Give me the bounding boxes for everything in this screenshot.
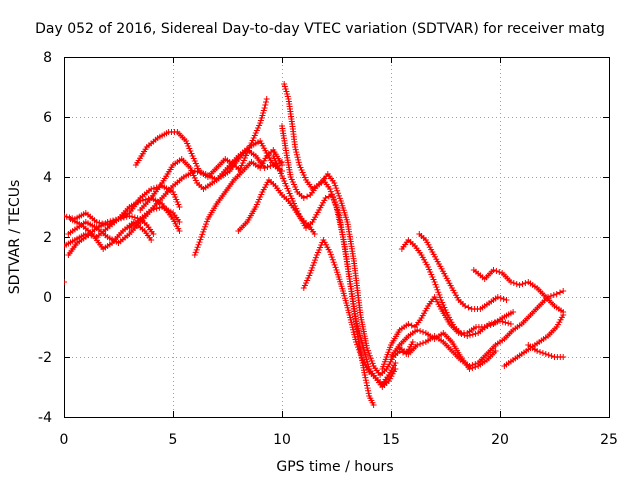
series-arc-15: [300, 237, 399, 390]
series-arc-19: [398, 237, 517, 336]
x-axis-tick-labels: 0 5 10 15 20 25: [60, 432, 618, 448]
y-axis-label: SDTVAR / TECUs: [7, 180, 23, 295]
series-arc-18: [388, 327, 499, 372]
series-arc-10: [237, 96, 270, 171]
data-series: [64, 81, 567, 408]
series-markers: [300, 237, 399, 390]
axis-ticks: [64, 57, 610, 418]
series-arc-14: [270, 153, 377, 408]
y-axis-tick-labels: -4 -2 0 2 4 6 8: [38, 50, 52, 426]
series-markers: [237, 96, 270, 171]
x-axis-label: GPS time / hours: [276, 459, 393, 475]
series-arc-16: [379, 294, 514, 372]
x-tick-label: 0: [60, 432, 69, 448]
series-markers: [270, 153, 377, 408]
series-markers: [398, 237, 517, 336]
series-markers: [379, 294, 514, 372]
chart-title: Day 052 of 2016, Sidereal Day-to-day VTE…: [35, 21, 605, 37]
series-arc-22: [501, 312, 567, 369]
grid: [64, 57, 609, 417]
series-markers: [416, 231, 510, 312]
series-arc-9: [191, 147, 285, 258]
series-trace: [139, 149, 283, 211]
x-tick-label: 5: [169, 432, 178, 448]
series-arc-23: [525, 342, 567, 360]
y-tick-label: 4: [43, 170, 52, 186]
series-arc-24: [64, 279, 67, 285]
series-arc-20: [416, 231, 510, 312]
y-tick-label: 2: [43, 230, 52, 246]
series-markers: [470, 267, 567, 315]
y-tick-label: -4: [38, 410, 52, 426]
series-markers: [281, 81, 416, 378]
y-tick-label: 8: [43, 50, 52, 66]
series-markers: [388, 327, 499, 372]
series-markers: [525, 342, 567, 360]
series-trace: [401, 239, 514, 334]
series-markers: [191, 147, 285, 258]
y-tick-label: 0: [43, 290, 52, 306]
series-arc-12: [281, 81, 416, 378]
series-markers: [64, 279, 67, 285]
x-tick-label: 15: [382, 432, 400, 448]
series-arc-21: [470, 267, 567, 315]
x-tick-label: 20: [491, 432, 509, 448]
y-tick-label: -2: [38, 350, 52, 366]
series-markers: [501, 312, 567, 369]
x-tick-label: 10: [273, 432, 291, 448]
x-tick-label: 25: [600, 432, 618, 448]
y-tick-label: 6: [43, 110, 52, 126]
